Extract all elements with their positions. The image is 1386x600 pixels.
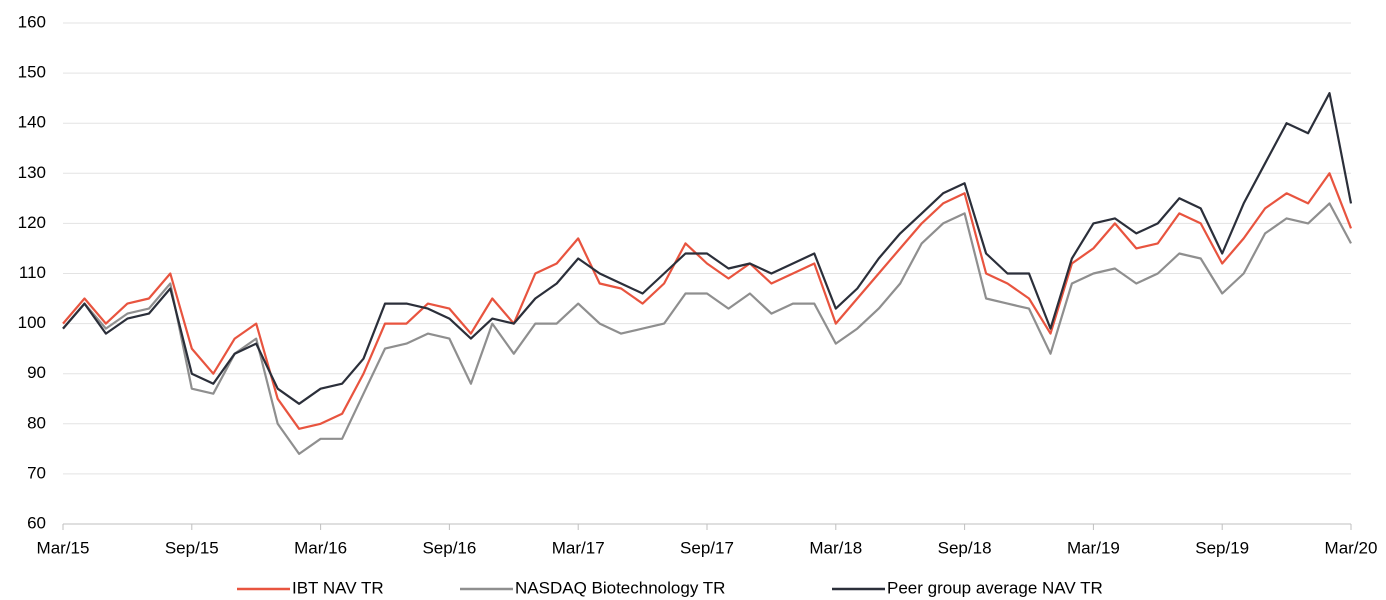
- x-tick-label: Sep/15: [165, 538, 219, 557]
- x-tick-label: Mar/19: [1067, 538, 1120, 557]
- y-tick-label: 90: [27, 363, 46, 382]
- legend-label: IBT NAV TR: [292, 578, 384, 597]
- x-tick-label: Mar/15: [37, 538, 90, 557]
- legend-label: NASDAQ Biotechnology TR: [515, 578, 725, 597]
- series-line: [62, 202, 1352, 455]
- x-tick-label: Mar/20: [1325, 538, 1378, 557]
- x-tick-label: Mar/17: [552, 538, 605, 557]
- legend-label: Peer group average NAV TR: [887, 578, 1103, 597]
- y-tick-label: 80: [27, 413, 46, 432]
- y-tick-label: 60: [27, 513, 46, 532]
- y-tick-label: 130: [18, 163, 46, 182]
- y-tick-label: 120: [18, 213, 46, 232]
- x-tick-label: Mar/16: [294, 538, 347, 557]
- x-tick-label: Sep/18: [938, 538, 992, 557]
- x-tick-label: Mar/18: [809, 538, 862, 557]
- series-line: [62, 92, 1353, 405]
- y-tick-label: 160: [18, 12, 46, 31]
- y-tick-label: 140: [18, 113, 46, 132]
- x-tick-label: Sep/17: [680, 538, 734, 557]
- series-line: [62, 172, 1353, 430]
- y-tick-label: 70: [27, 463, 46, 482]
- y-tick-label: 100: [18, 313, 46, 332]
- y-tick-label: 150: [18, 63, 46, 82]
- x-tick-label: Sep/19: [1195, 538, 1249, 557]
- y-tick-label: 110: [19, 263, 46, 282]
- x-tick-label: Sep/16: [422, 538, 476, 557]
